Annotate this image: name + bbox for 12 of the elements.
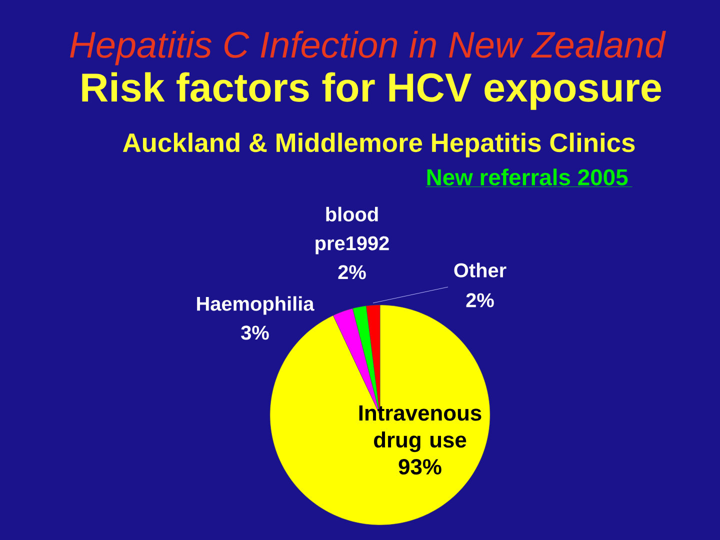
chart-title: Hepatitis C Infection in New Zealand	[70, 30, 666, 66]
slice-label: Intravenous drug use	[359, 405, 482, 452]
data-label: 2%	[338, 265, 366, 280]
data-label: 2%	[466, 293, 494, 308]
data-label: 3%	[241, 326, 269, 340]
slice-label: Haemophilia	[197, 296, 314, 315]
data-label: 93%	[398, 459, 442, 475]
slice-label: Other	[454, 262, 506, 278]
chart-subtitle: Risk factors for HCV exposure	[82, 72, 662, 110]
text: Auckland & Middlemore Hepatitis Clinics	[122, 132, 635, 158]
slice-label: blood pre1992	[316, 206, 389, 254]
text: New referrals 2005	[427, 168, 628, 186]
